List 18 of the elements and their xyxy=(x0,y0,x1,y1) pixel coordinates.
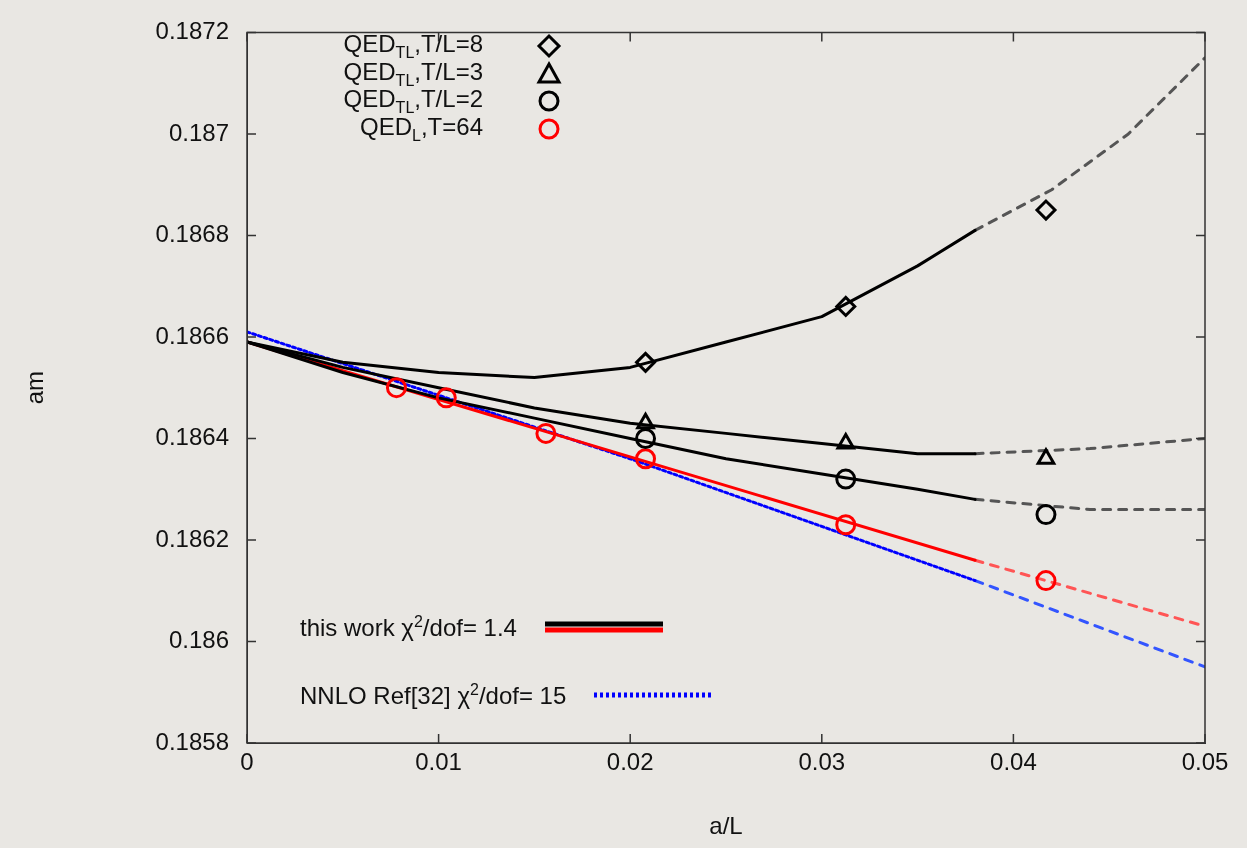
legend-label: this work χ$^{2}$/dof= 1.4 xyxy=(300,612,517,642)
y-tick-label: 0.1868 xyxy=(155,220,229,248)
x-tick-label: 0.03 xyxy=(798,748,846,776)
y-tick-label: 0.1862 xyxy=(155,524,229,552)
y-tick-label: 0.187 xyxy=(168,118,229,146)
y-tick-label: 0.1864 xyxy=(155,423,229,451)
x-tick-label: 0 xyxy=(240,748,254,776)
x-tick-label: 0.01 xyxy=(415,748,462,776)
legend-label: NNLO Ref[32] χ$^{2}$/dof= 15 xyxy=(300,680,567,710)
x-tick-label: 0.02 xyxy=(606,748,654,776)
x-tick-label: 0.04 xyxy=(990,748,1037,776)
y-tick-label: 0.1866 xyxy=(155,321,229,349)
y-tick-label: 0.1872 xyxy=(155,17,229,45)
y-tick-label: 0.186 xyxy=(168,626,229,654)
y-tick-label: 0.1858 xyxy=(155,727,229,755)
x-axis-title: a/L xyxy=(709,812,743,840)
x-tick-label: 0.05 xyxy=(1181,748,1229,776)
y-axis-title: am xyxy=(21,371,49,405)
